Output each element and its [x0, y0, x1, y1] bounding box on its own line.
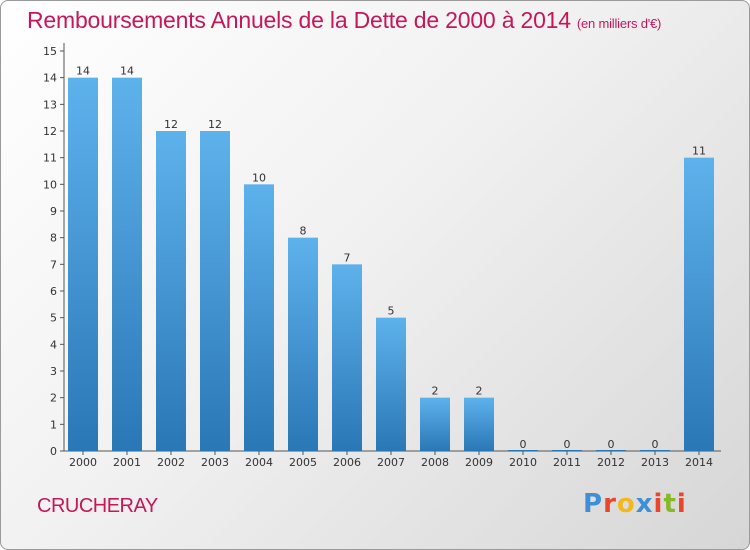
y-tick-label: 0 [50, 445, 57, 458]
data-label: 10 [252, 171, 266, 184]
data-label: 2 [432, 385, 439, 398]
y-tick-label: 11 [43, 152, 57, 165]
bar [684, 157, 714, 451]
data-label: 0 [608, 438, 615, 451]
chart-title-text: Remboursements Annuels de la Dette de 20… [27, 7, 571, 33]
y-tick-label: 8 [50, 232, 57, 245]
y-tick-label: 6 [50, 285, 57, 298]
y-tick-label: 2 [50, 392, 57, 405]
x-tick-label: 2012 [597, 456, 625, 469]
x-axis-ticks: 2000 2001 2002 2003 2004 2005 2006 2007 2008 2009… [69, 451, 713, 469]
logo-letter: P [583, 489, 604, 519]
x-tick-label: 2010 [509, 456, 537, 469]
data-label: 0 [564, 438, 571, 451]
x-tick-label: 2002 [157, 456, 185, 469]
data-label: 12 [164, 118, 178, 131]
data-label: 2 [476, 385, 483, 398]
x-tick-label: 2014 [685, 456, 713, 469]
bar [244, 184, 274, 452]
x-tick-label: 2001 [113, 456, 141, 469]
data-label: 5 [388, 305, 395, 318]
bar [332, 264, 362, 451]
data-labels: 14 14 12 12 10 8 7 5 2 2 0 0 0 0 11 [76, 65, 706, 451]
y-tick-label: 1 [50, 418, 57, 431]
y-tick-label: 3 [50, 365, 57, 378]
commune-name: CRUCHERAY [37, 495, 158, 517]
data-label: 14 [76, 65, 90, 78]
y-tick-label: 9 [50, 205, 57, 218]
bar [552, 450, 582, 451]
y-tick-label: 7 [50, 258, 57, 271]
chart-title: Remboursements Annuels de la Dette de 20… [27, 7, 661, 34]
bar [640, 450, 670, 451]
x-tick-label: 2004 [245, 456, 273, 469]
logo-letter: i [676, 489, 687, 519]
bar [376, 317, 406, 451]
bar [156, 131, 186, 451]
data-label: 7 [344, 251, 351, 264]
x-tick-label: 2005 [289, 456, 317, 469]
logo-letter: x [635, 489, 654, 519]
bar [420, 397, 450, 451]
bar [508, 450, 538, 451]
x-tick-label: 2003 [201, 456, 229, 469]
x-tick-label: 2006 [333, 456, 361, 469]
bar [200, 131, 230, 451]
logo-letter: r [603, 489, 617, 519]
proxiti-logo: Proxiti [583, 489, 687, 519]
y-tick-label: 10 [43, 178, 57, 191]
x-tick-label: 2000 [69, 456, 97, 469]
data-label: 14 [120, 65, 134, 78]
y-tick-label: 12 [43, 125, 57, 138]
bar [596, 450, 626, 451]
x-tick-label: 2008 [421, 456, 449, 469]
bar [112, 77, 142, 452]
data-label: 8 [300, 225, 307, 238]
y-tick-label: 15 [43, 45, 57, 58]
data-label: 0 [520, 438, 527, 451]
x-tick-label: 2009 [465, 456, 493, 469]
bars [68, 77, 714, 452]
x-tick-label: 2011 [553, 456, 581, 469]
x-tick-label: 2013 [641, 456, 669, 469]
bar [464, 397, 494, 451]
data-label: 11 [692, 145, 706, 158]
logo-letter: i [653, 489, 664, 519]
logo-letter: o [616, 489, 636, 519]
y-tick-label: 4 [50, 338, 57, 351]
data-label: 0 [652, 438, 659, 451]
bar [288, 237, 318, 451]
y-tick-label: 14 [43, 72, 57, 85]
y-tick-label: 13 [43, 98, 57, 111]
chart-unit: (en milliers d'€) [576, 16, 662, 31]
y-tick-label: 5 [50, 312, 57, 325]
logo-letter: t [663, 489, 677, 519]
bar [68, 77, 98, 452]
data-label: 12 [208, 118, 222, 131]
x-tick-label: 2007 [377, 456, 405, 469]
